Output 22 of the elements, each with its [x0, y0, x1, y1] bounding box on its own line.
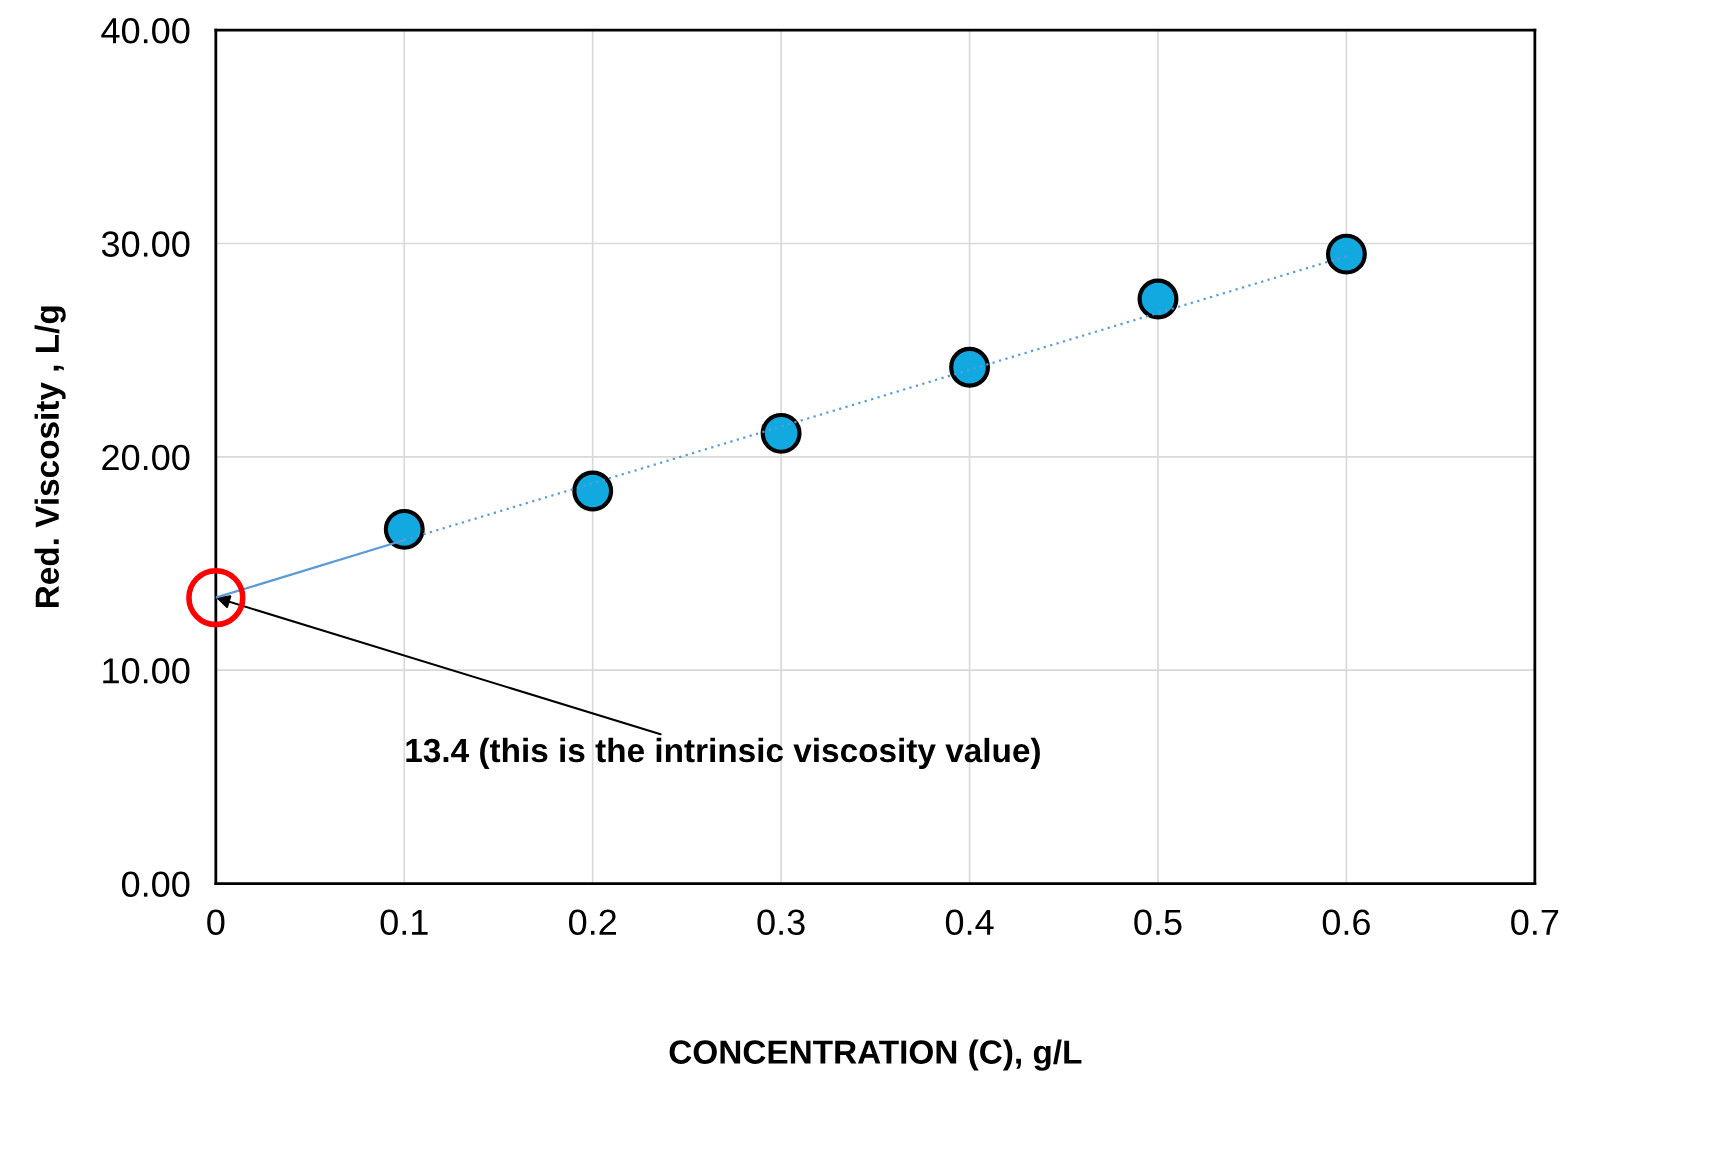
point — [383, 508, 425, 550]
x-tick-label: 0.4 — [945, 909, 994, 936]
x-axis-title: CONCENTRATION (C), g/L — [669, 1039, 1082, 1071]
x-tick-label: 0.6 — [1322, 909, 1370, 936]
y-tick-label: 20.00 — [102, 444, 190, 471]
y-tick-label: 0.00 — [121, 871, 190, 897]
annotation: 13.4 (this is the intrinsic viscosity value) — [406, 737, 1040, 769]
y-tick-label: 40.00 — [101, 17, 190, 44]
y-axis-title: Red. Viscosity , L/g — [34, 306, 66, 608]
point — [760, 412, 802, 454]
x-tick-label: 0.5 — [1134, 909, 1182, 936]
point — [949, 346, 991, 388]
point — [1325, 233, 1367, 275]
x-tick-label: 0.7 — [1511, 909, 1559, 936]
point — [1137, 278, 1179, 320]
x-tick-label: 0.1 — [380, 909, 428, 936]
point — [572, 470, 614, 512]
x-tick-label: 0 — [207, 909, 225, 936]
y-tick-label: 30.00 — [101, 231, 190, 257]
x-tick-label: 0.2 — [569, 909, 616, 936]
x-tick-label: 0.3 — [757, 909, 805, 936]
y-tick-label: 10.00 — [103, 658, 190, 684]
